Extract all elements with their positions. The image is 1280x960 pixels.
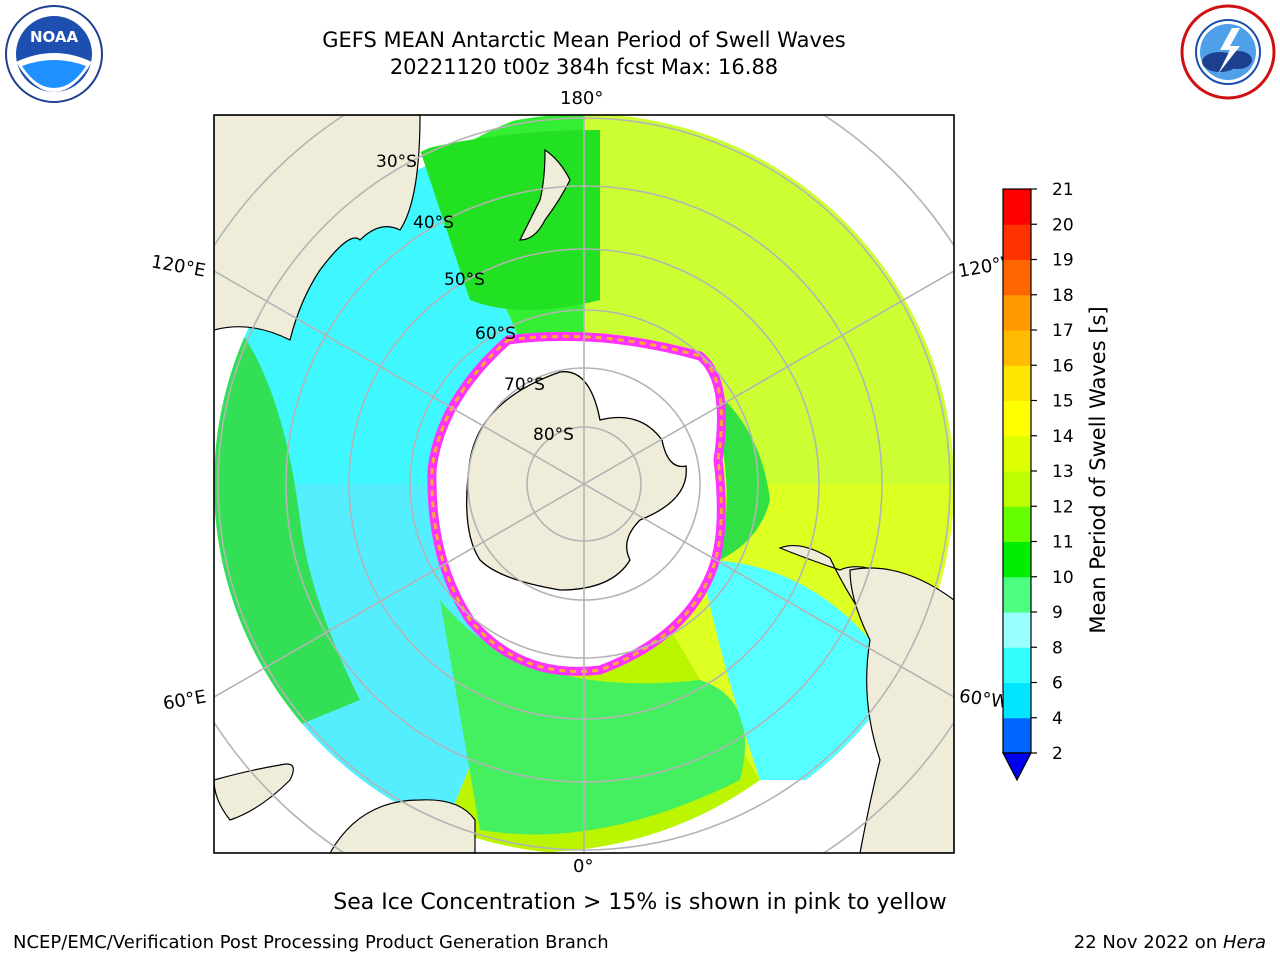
meridian-label-180: 180° [560,88,604,109]
meridian-label-0: 0° [573,856,594,877]
colorbar-tick-label: 19 [1052,251,1074,271]
field-band-south [440,600,745,835]
colorbar-tick-label: 11 [1052,533,1074,553]
noaa-logo: NOAA [4,4,104,108]
colorbar-tick-label: 14 [1052,427,1074,447]
chart-title: GEFS MEAN Antarctic Mean Period of Swell… [322,28,846,52]
colorbar-block [1003,612,1031,648]
colorbar-block [1003,365,1031,401]
colorbar-block [1003,576,1031,613]
colorbar-block [1003,435,1031,472]
footer-date-text: 22 Nov 2022 on [1073,932,1223,953]
parallel-label-60s: 60°S [475,324,516,344]
nws-logo [1178,4,1278,104]
colorbar-tick-label: 21 [1052,180,1074,200]
south-america-east [849,567,954,853]
parallel-label-50s: 50°S [444,270,485,290]
antarctica [466,371,687,591]
colorbar-tick-label: 20 [1052,215,1074,235]
colorbar-block [1003,682,1031,719]
australia [214,115,421,341]
colorbar-tick-label: 16 [1052,356,1074,376]
colorbar-block [1003,224,1031,260]
colorbar-block [1003,541,1031,578]
colorbar-tick-label: 12 [1052,497,1074,517]
map-frame [213,114,955,854]
field-band-atlantic [700,560,870,780]
chart-subtitle: 20221120 t00z 384h fcst Max: 16.88 [389,55,779,79]
madagascar [214,763,294,821]
colorbar-block [1003,717,1031,754]
colorbar-tick-label: 4 [1052,709,1063,729]
colorbar-tick-label: 8 [1052,638,1063,658]
colorbar-block [1003,259,1031,296]
colorbar-block [1003,400,1031,437]
colorbar-block [1003,294,1031,331]
footer-branch: NCEP/EMC/Verification Post Processing Pr… [13,932,609,953]
colorbar-blocks [1003,189,1031,754]
colorbar-tick-label: 15 [1052,392,1074,412]
colorbar-block [1003,189,1031,225]
new-zealand [519,148,571,241]
colorbar-tick-label: 17 [1052,321,1074,341]
colorbar-tick-label: 2 [1052,744,1063,764]
colorbar-block [1003,506,1031,542]
colorbar-tick-label: 6 [1052,674,1063,694]
colorbar-ticks: 2 4 6 8 9 10 11 12 13 14 15 16 17 18 19 20 21 [1031,180,1074,764]
colorbar-tick-label: 13 [1052,462,1074,482]
footer-host: Hera [1222,932,1266,953]
colorbar-block [1003,330,1031,366]
colorbar-block [1003,647,1031,683]
meridian-60e-120w [214,269,954,699]
parallel-label-40s: 40°S [413,213,454,233]
parallel-label-30s: 30°S [376,152,417,172]
noaa-logo-text: NOAA [30,28,79,46]
colorbar-tick-label: 18 [1052,286,1074,306]
africa [329,799,476,853]
colorbar-title: Mean Period of Swell Waves [s] [1086,306,1110,634]
colorbar-under-triangle [1002,752,1032,782]
colorbar-tick-label: 10 [1052,568,1074,588]
sea-ice-note: Sea Ice Concentration > 15% is shown in … [333,890,947,915]
parallel-label-70s: 70°S [504,375,545,395]
footer-date: 22 Nov 2022 on Hera [1074,932,1266,953]
parallel-label-80s: 80°S [533,425,574,445]
colorbar-tick-label: 9 [1052,603,1063,623]
colorbar-block [1003,471,1031,507]
